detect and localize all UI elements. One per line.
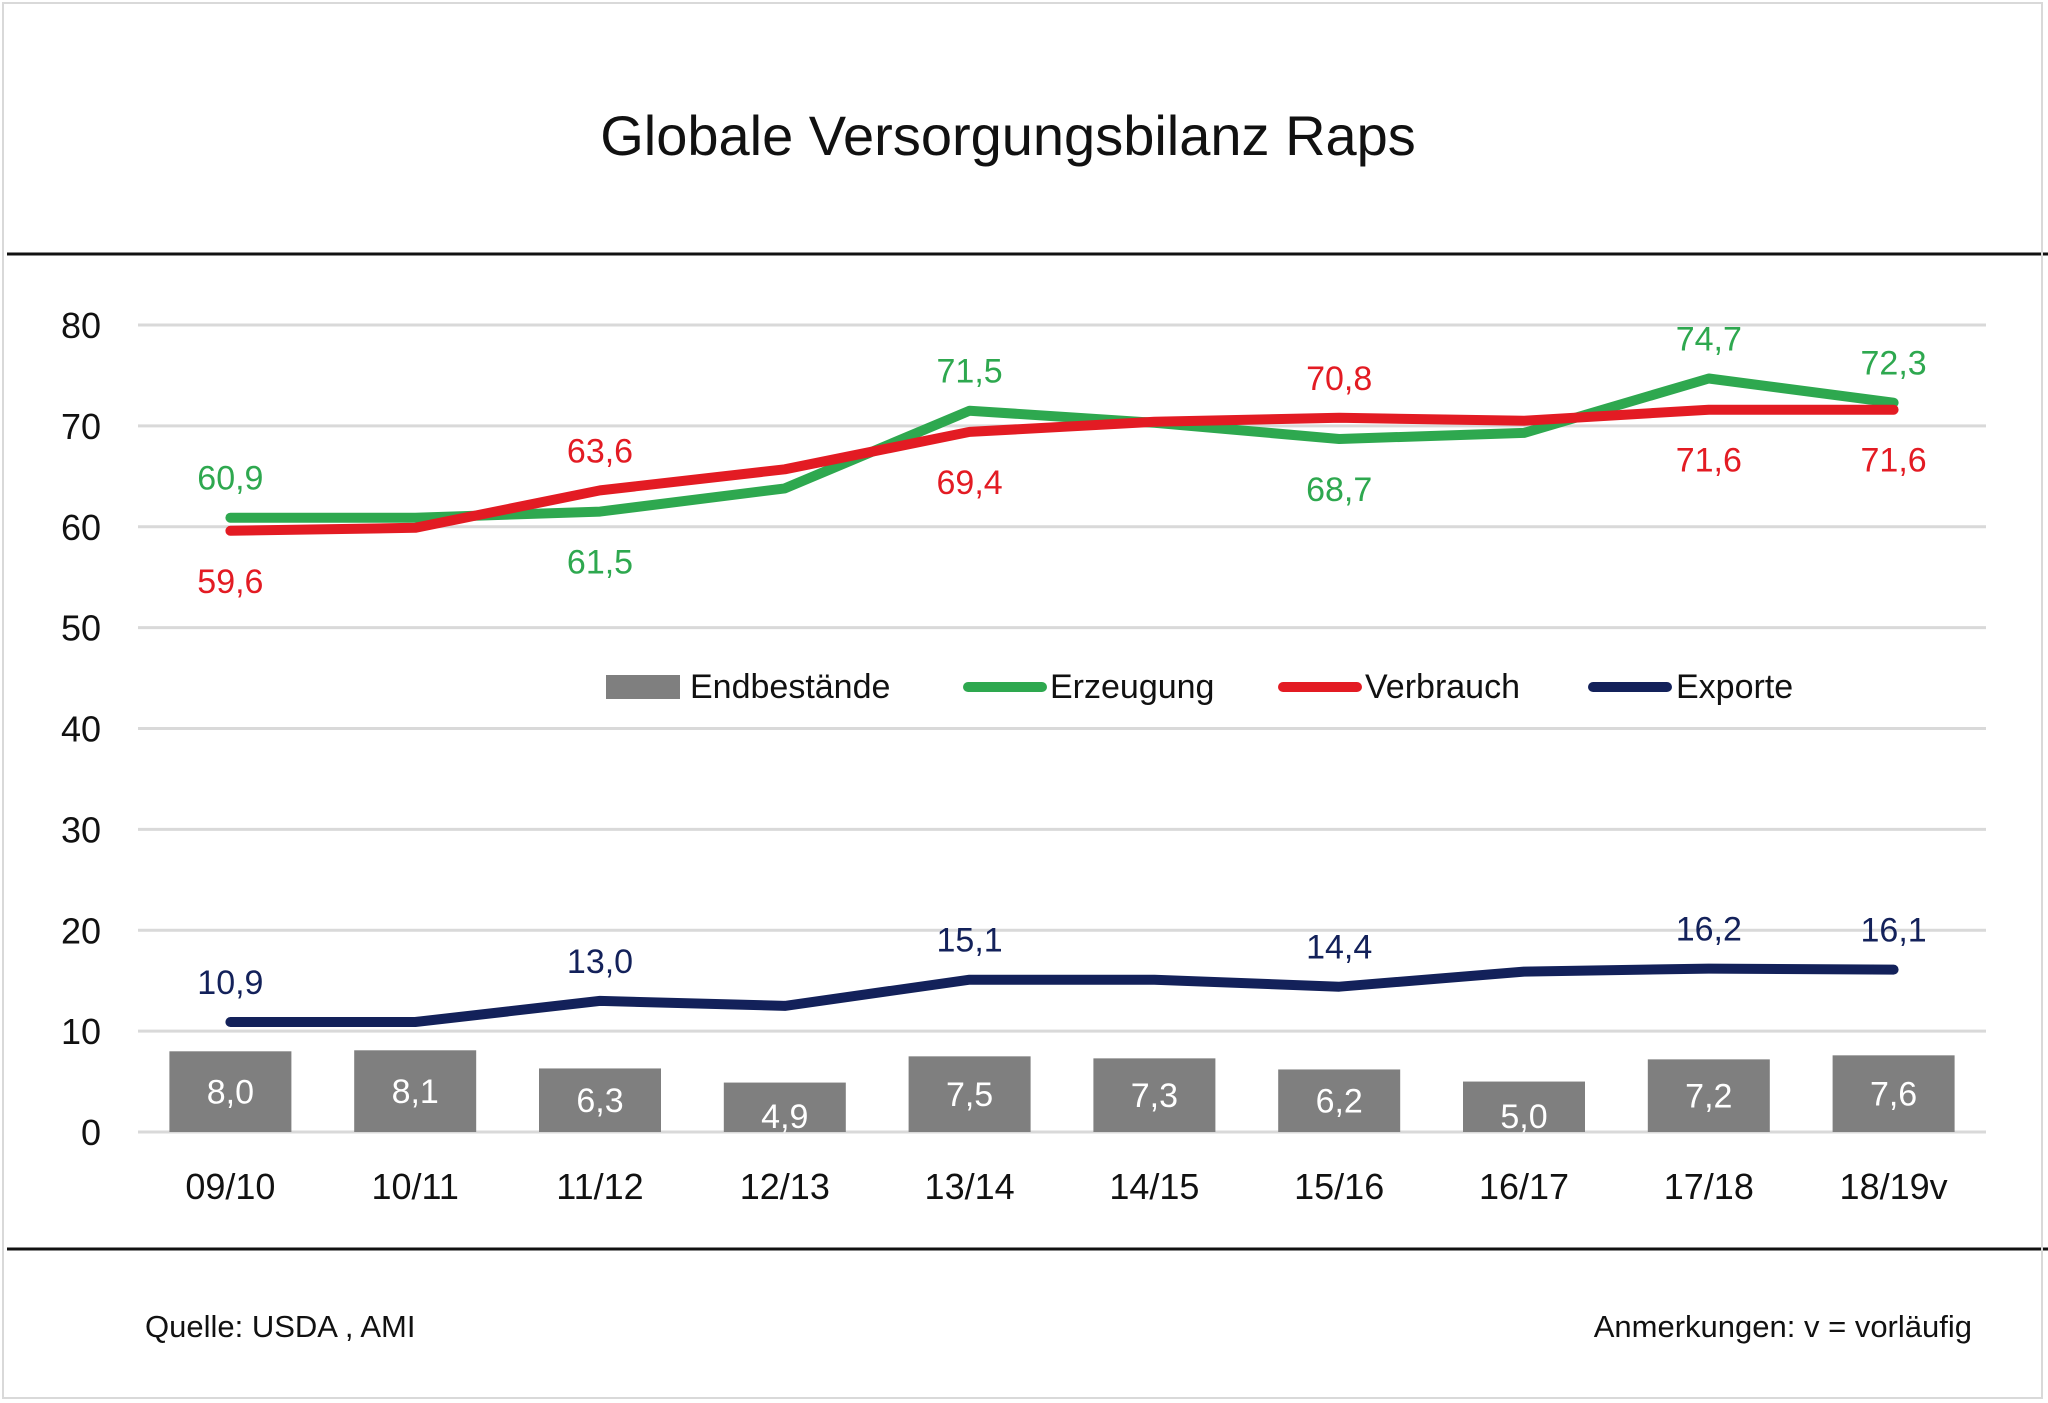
bar <box>354 1050 477 1132</box>
bar <box>1278 1069 1401 1132</box>
y-tick-label: 30 <box>61 809 101 850</box>
line-data-label: 15,1 <box>937 922 1003 960</box>
bar-data-label: 8,0 <box>207 1074 254 1112</box>
bar-data-label: 7,6 <box>1870 1076 1917 1114</box>
bar <box>723 1082 846 1132</box>
line-data-label: 60,9 <box>197 460 263 498</box>
bar-data-label: 7,3 <box>1131 1077 1178 1115</box>
bar <box>169 1051 292 1132</box>
line-data-label: 14,4 <box>1306 929 1372 967</box>
chart-title: Globale Versorgungsbilanz Raps <box>600 104 1416 167</box>
x-tick-label: 18/19v <box>1840 1166 1948 1207</box>
line-data-label: 70,8 <box>1306 360 1372 398</box>
source-note: Quelle: USDA , AMI <box>145 1309 416 1344</box>
line-data-label: 10,9 <box>197 964 263 1002</box>
bar-data-label: 8,1 <box>392 1073 439 1111</box>
line-erzeugung <box>225 373 1899 523</box>
data-labels: 8,0 8,1 6,3 4,9 7,5 7,3 6,2 5,0 7,2 7,6 60,9 61,5 71… <box>197 320 1926 1136</box>
bar-data-label: 7,5 <box>946 1076 993 1114</box>
line-data-label: 69,4 <box>937 464 1003 502</box>
y-tick-label: 20 <box>61 910 101 951</box>
y-axis-ticks: 0 10 20 30 40 50 60 70 80 <box>61 305 101 1153</box>
bar <box>1832 1055 1955 1132</box>
line-data-label: 61,5 <box>567 544 633 582</box>
y-tick-label: 40 <box>61 709 101 750</box>
x-tick-label: 15/16 <box>1294 1166 1384 1207</box>
line-series <box>225 373 1899 1027</box>
x-tick-label: 10/11 <box>371 1166 458 1207</box>
x-tick-label: 11/12 <box>556 1166 643 1207</box>
x-tick-label: 09/10 <box>185 1166 275 1207</box>
bar <box>1647 1059 1770 1132</box>
line-data-label: 71,6 <box>1676 442 1742 480</box>
bar-data-label: 4,9 <box>761 1098 808 1136</box>
x-tick-label: 14/15 <box>1109 1166 1199 1207</box>
bar-series-endbestaende <box>169 1050 1955 1132</box>
y-tick-label: 10 <box>61 1011 101 1052</box>
legend-label-erzeugung: Erzeugung <box>1050 668 1214 706</box>
legend-swatch-endbestaende <box>606 675 680 699</box>
remarks-note: Anmerkungen: v = vorläufig <box>1594 1309 1972 1344</box>
line-data-label: 16,2 <box>1676 911 1742 949</box>
bar <box>1463 1081 1585 1132</box>
x-tick-label: 17/18 <box>1664 1166 1754 1207</box>
legend: Endbestände Erzeugung Verbrauch Exporte <box>606 668 1793 706</box>
line-data-label: 71,6 <box>1861 442 1927 480</box>
line-data-label: 68,7 <box>1306 471 1372 509</box>
y-tick-label: 70 <box>61 406 101 447</box>
line-data-label: 74,7 <box>1676 320 1742 358</box>
legend-label-exporte: Exporte <box>1676 668 1793 706</box>
line-data-label: 71,5 <box>937 353 1003 391</box>
bar-data-label: 6,3 <box>576 1082 623 1120</box>
bar <box>1093 1058 1216 1132</box>
line-data-label: 59,6 <box>197 563 263 601</box>
y-tick-label: 0 <box>81 1112 101 1153</box>
line-data-label: 13,0 <box>567 943 633 981</box>
x-tick-label: 16/17 <box>1479 1166 1569 1207</box>
bar-data-label: 7,2 <box>1685 1078 1732 1116</box>
bar-data-label: 6,2 <box>1316 1083 1363 1121</box>
y-tick-label: 80 <box>61 305 101 346</box>
line-exporte <box>225 963 1899 1027</box>
x-axis-ticks: 09/10 10/11 11/12 12/13 13/14 14/15 15/16 16/17… <box>185 1166 1947 1207</box>
bar <box>908 1056 1031 1132</box>
y-tick-label: 60 <box>61 507 101 548</box>
legend-label-endbestaende: Endbestände <box>690 668 890 706</box>
line-data-label: 16,1 <box>1861 912 1927 950</box>
line-data-label: 63,6 <box>567 432 633 470</box>
gridlines <box>138 323 1986 1134</box>
x-tick-label: 12/13 <box>740 1166 830 1207</box>
bar <box>539 1068 661 1132</box>
x-tick-label: 13/14 <box>925 1166 1015 1207</box>
bar-data-label: 5,0 <box>1500 1098 1547 1136</box>
line-data-label: 72,3 <box>1861 345 1927 383</box>
y-tick-label: 50 <box>61 608 101 649</box>
line-verbrauch <box>225 404 1899 536</box>
legend-label-verbrauch: Verbrauch <box>1365 668 1520 706</box>
